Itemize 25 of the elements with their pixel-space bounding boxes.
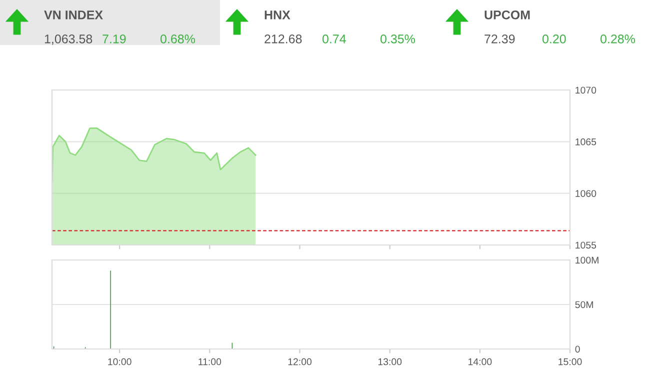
x-tick-label: 12:00 [288,358,312,366]
x-tick-label: 11:00 [198,358,222,366]
y-tick-label: 100M [576,256,598,264]
y-tick-label: 0 [575,346,580,353]
y-tick-label: 1070 [576,86,596,94]
x-tick-label: 10:00 [108,358,132,366]
text: 1,063.58 [44,34,92,45]
text: VN INDEX [44,10,103,20]
y-tick-label: 1060 [576,190,596,197]
text: 0.74 [322,34,346,44]
y-tick-label: 1065 [576,138,596,146]
text: UPCOM [484,10,530,20]
text: 0.35% [380,34,415,44]
text: 72.39 [484,34,515,44]
x-tick-label: 15:00 [558,358,582,366]
y-tick-label: 50M [575,301,593,308]
text: HNX [264,10,290,20]
y-tick-label: 1055 [576,242,596,249]
text: 0.68% [160,34,195,44]
x-tick-label: 13:00 [378,358,402,366]
text: 0.20 [542,34,566,44]
text: 7.19 [102,34,126,44]
text: 0.28% [600,34,635,44]
x-tick-label: 14:00 [468,358,492,366]
text: 212.68 [264,34,302,44]
